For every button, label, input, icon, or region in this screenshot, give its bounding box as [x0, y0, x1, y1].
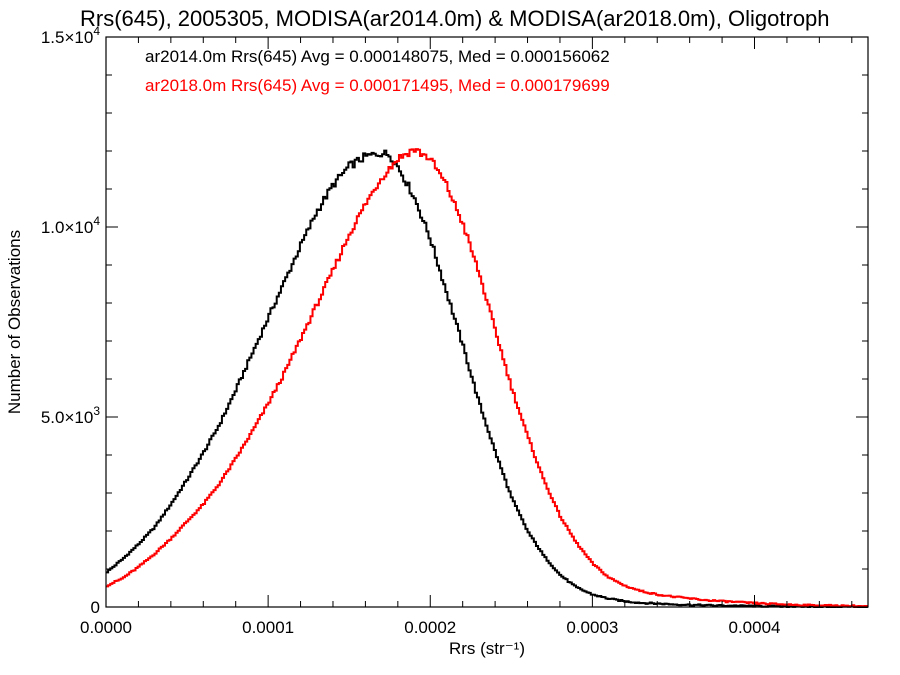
series-line-0: [106, 149, 868, 608]
y-axis-label: Number of Observations: [5, 230, 24, 414]
y-tick-mantissa: 1.0×10: [41, 218, 93, 237]
y-tick-exponent: 4: [93, 214, 100, 228]
y-tick-label: 1.0×104: [41, 214, 100, 237]
legend-entry-ar2018: ar2018.0m Rrs(645) Avg = 0.000171495, Me…: [145, 76, 610, 95]
x-tick-label: 0.0000: [80, 618, 132, 637]
x-tick-label: 0.0004: [729, 618, 781, 637]
y-tick-mantissa: 5.0×10: [41, 408, 93, 427]
y-tick-exponent: 3: [93, 404, 100, 418]
x-tick-label: 0.0002: [404, 618, 456, 637]
y-tick-label: 1.5×104: [41, 24, 100, 47]
chart-title: Rrs(645), 2005305, MODISA(ar2014.0m) & M…: [80, 6, 830, 31]
series-layer: [106, 148, 868, 608]
series-line-1: [106, 148, 868, 608]
legend: ar2014.0m Rrs(645) Avg = 0.000148075, Me…: [145, 47, 610, 95]
y-tick-mantissa: 1.5×10: [41, 28, 93, 47]
y-tick-label: 5.0×103: [41, 404, 100, 427]
x-tick-label: 0.0003: [566, 618, 618, 637]
y-tick-label: 0: [91, 598, 100, 617]
x-tick-label: 0.0001: [242, 618, 294, 637]
y-tick-exponent: 4: [93, 24, 100, 38]
legend-entry-ar2014: ar2014.0m Rrs(645) Avg = 0.000148075, Me…: [145, 47, 610, 66]
y-tick-mantissa: 0: [91, 598, 100, 617]
x-axis-label: Rrs (str⁻¹): [449, 639, 525, 658]
ticks-layer: 0.0000 0.0001 0.0002 0.0003 0.0004 0 5.0×103 1.…: [41, 24, 868, 637]
plot-frame: [105, 36, 869, 608]
